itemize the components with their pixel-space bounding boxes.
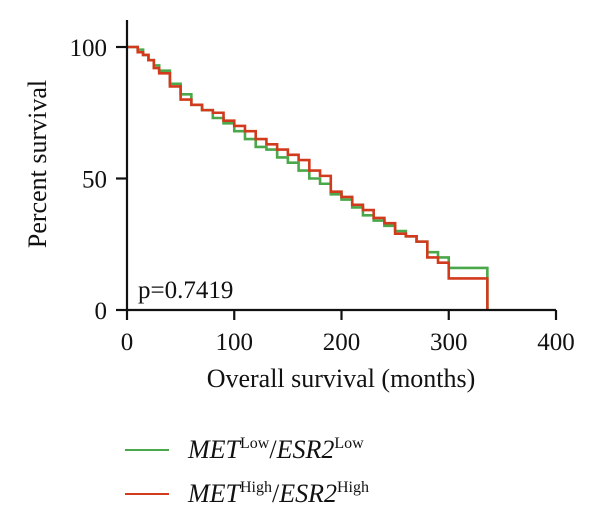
legend-gene2-low: ESR2 [276, 435, 335, 464]
legend-item-high: METHigh/ESR2High [125, 472, 369, 516]
x-tick-label: 100 [216, 329, 254, 356]
axis-ticks: 0 100 200 300 400 0 50 100 [70, 35, 575, 356]
legend-sep-low: / [269, 435, 277, 464]
x-tick-label: 0 [121, 329, 134, 356]
legend-sup1-low: Low [240, 435, 270, 452]
legend-sup2-low: Low [334, 435, 364, 452]
survival-chart: 0 100 200 300 400 0 50 100 Percent survival Ove… [23, 20, 575, 393]
legend-sup2-high: High [337, 479, 369, 496]
legend-sup1-high: High [240, 479, 272, 496]
legend-label-low: METLow/ESR2Low [188, 435, 364, 465]
legend-gene2-high: ESR2 [279, 479, 337, 508]
x-axis-label: Overall survival (months) [207, 364, 476, 393]
y-tick-label: 50 [82, 167, 107, 194]
x-tick-label: 300 [430, 329, 468, 356]
legend-swatch-high [125, 493, 169, 495]
x-tick-label: 400 [537, 329, 575, 356]
y-tick-label: 100 [70, 35, 108, 62]
y-axis-label: Percent survival [23, 80, 52, 248]
legend: METLow/ESR2Low METHigh/ESR2High [125, 428, 369, 516]
legend-gene1-low: MET [188, 435, 240, 464]
legend-swatch-low [125, 449, 169, 451]
legend-item-low: METLow/ESR2Low [125, 428, 369, 472]
legend-gene1-high: MET [188, 479, 240, 508]
x-tick-label: 200 [323, 329, 361, 356]
series-line-high [127, 45, 489, 310]
legend-sep-high: / [272, 479, 280, 508]
plot-lines [127, 45, 489, 310]
p-value-annotation: p=0.7419 [138, 277, 233, 304]
legend-label-high: METHigh/ESR2High [188, 479, 369, 509]
y-tick-label: 0 [95, 298, 108, 325]
